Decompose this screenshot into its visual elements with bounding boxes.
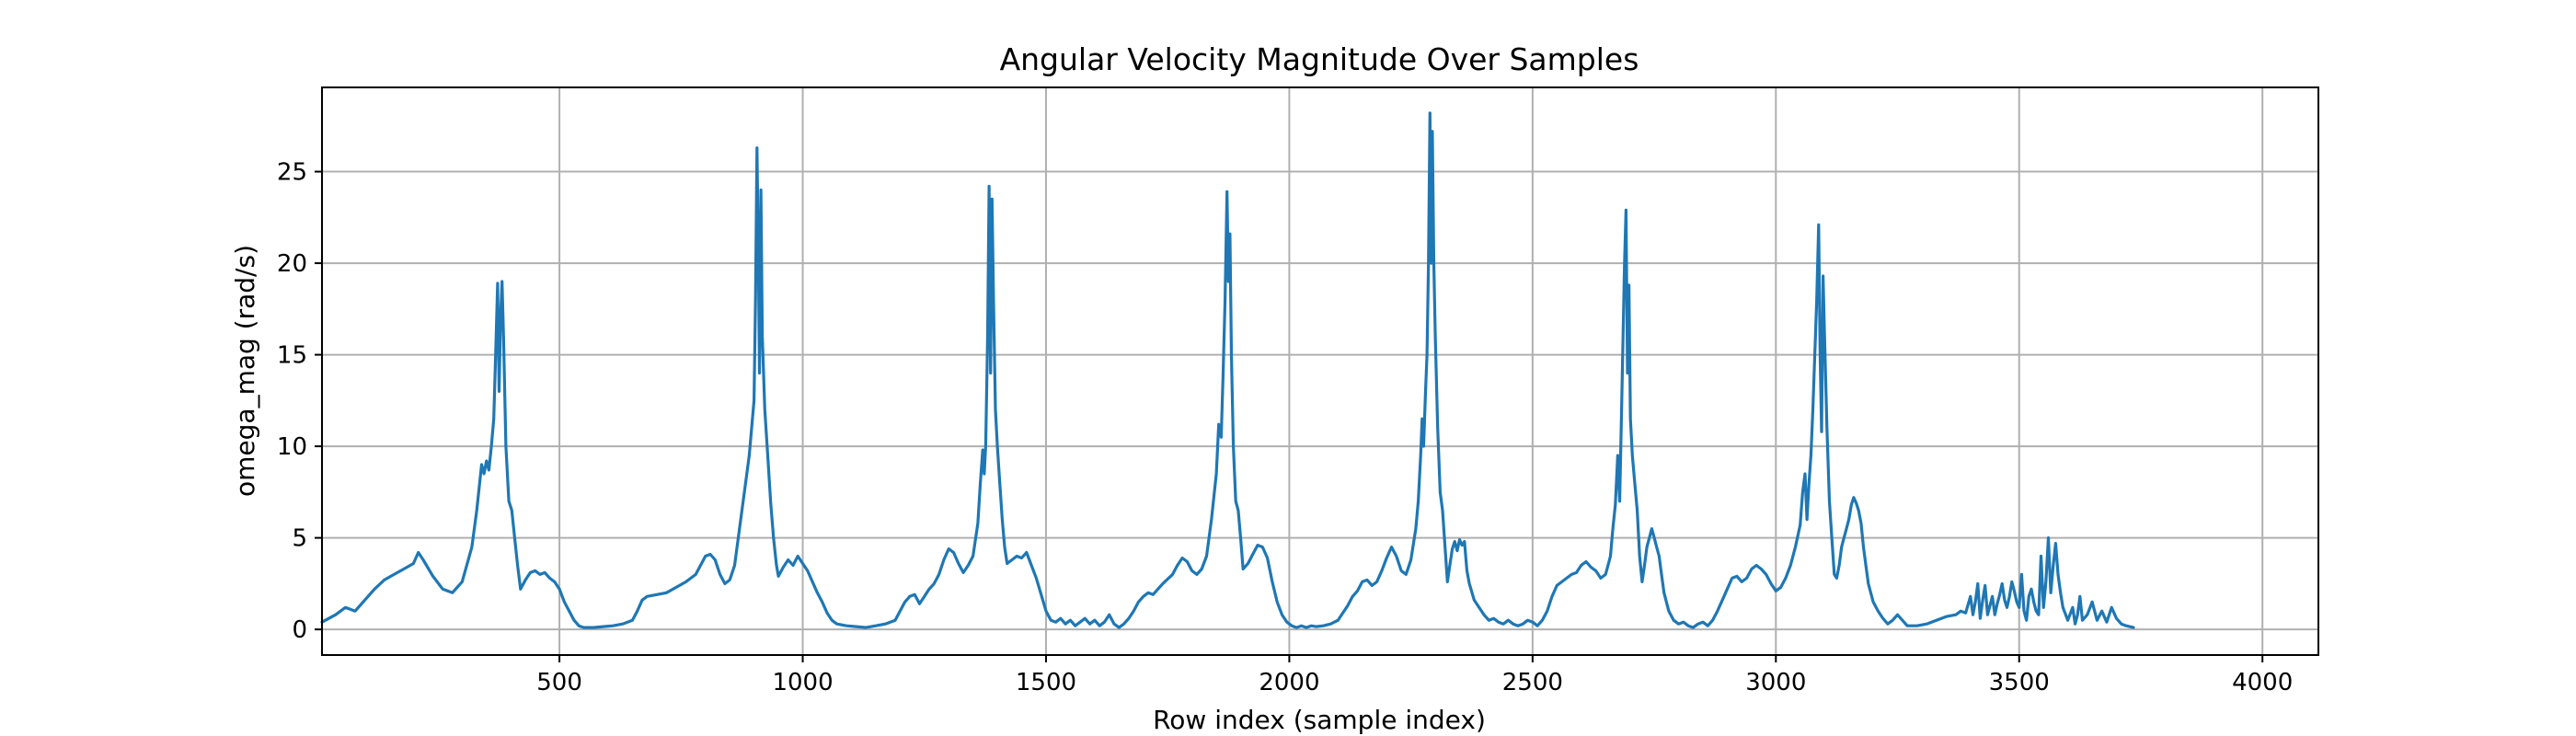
x-tick-label: 4000 — [2232, 669, 2293, 696]
y-axis-label: omega_mag (rad/s) — [230, 245, 260, 497]
x-tick-label: 1500 — [1016, 669, 1076, 696]
x-axis: 500 1000 1500 2000 2500 3000 3500 4000 — [536, 655, 2293, 696]
y-tick-label: 5 — [292, 525, 307, 553]
series-line — [320, 111, 2135, 629]
plot-series — [320, 111, 2135, 629]
x-tick-label: 1000 — [772, 669, 833, 696]
plot-frame — [321, 86, 2319, 656]
x-axis-label: Row index (sample index) — [1153, 705, 1486, 735]
x-tick-label: 3500 — [1989, 669, 2050, 696]
y-tick-label: 0 — [292, 616, 307, 644]
x-tick-label: 2500 — [1502, 669, 1563, 696]
y-tick-label: 15 — [277, 342, 307, 370]
chart-title: Angular Velocity Magnitude Over Samples — [1000, 41, 1639, 77]
y-axis: 0 5 10 15 20 25 — [277, 159, 322, 644]
y-tick-label: 20 — [277, 250, 307, 278]
x-tick-label: 3000 — [1745, 669, 1806, 696]
y-tick-label: 25 — [277, 159, 307, 187]
grid — [322, 87, 2318, 655]
x-tick-label: 2000 — [1259, 669, 1319, 696]
y-tick-label: 10 — [277, 433, 307, 461]
x-tick-label: 500 — [536, 669, 582, 696]
